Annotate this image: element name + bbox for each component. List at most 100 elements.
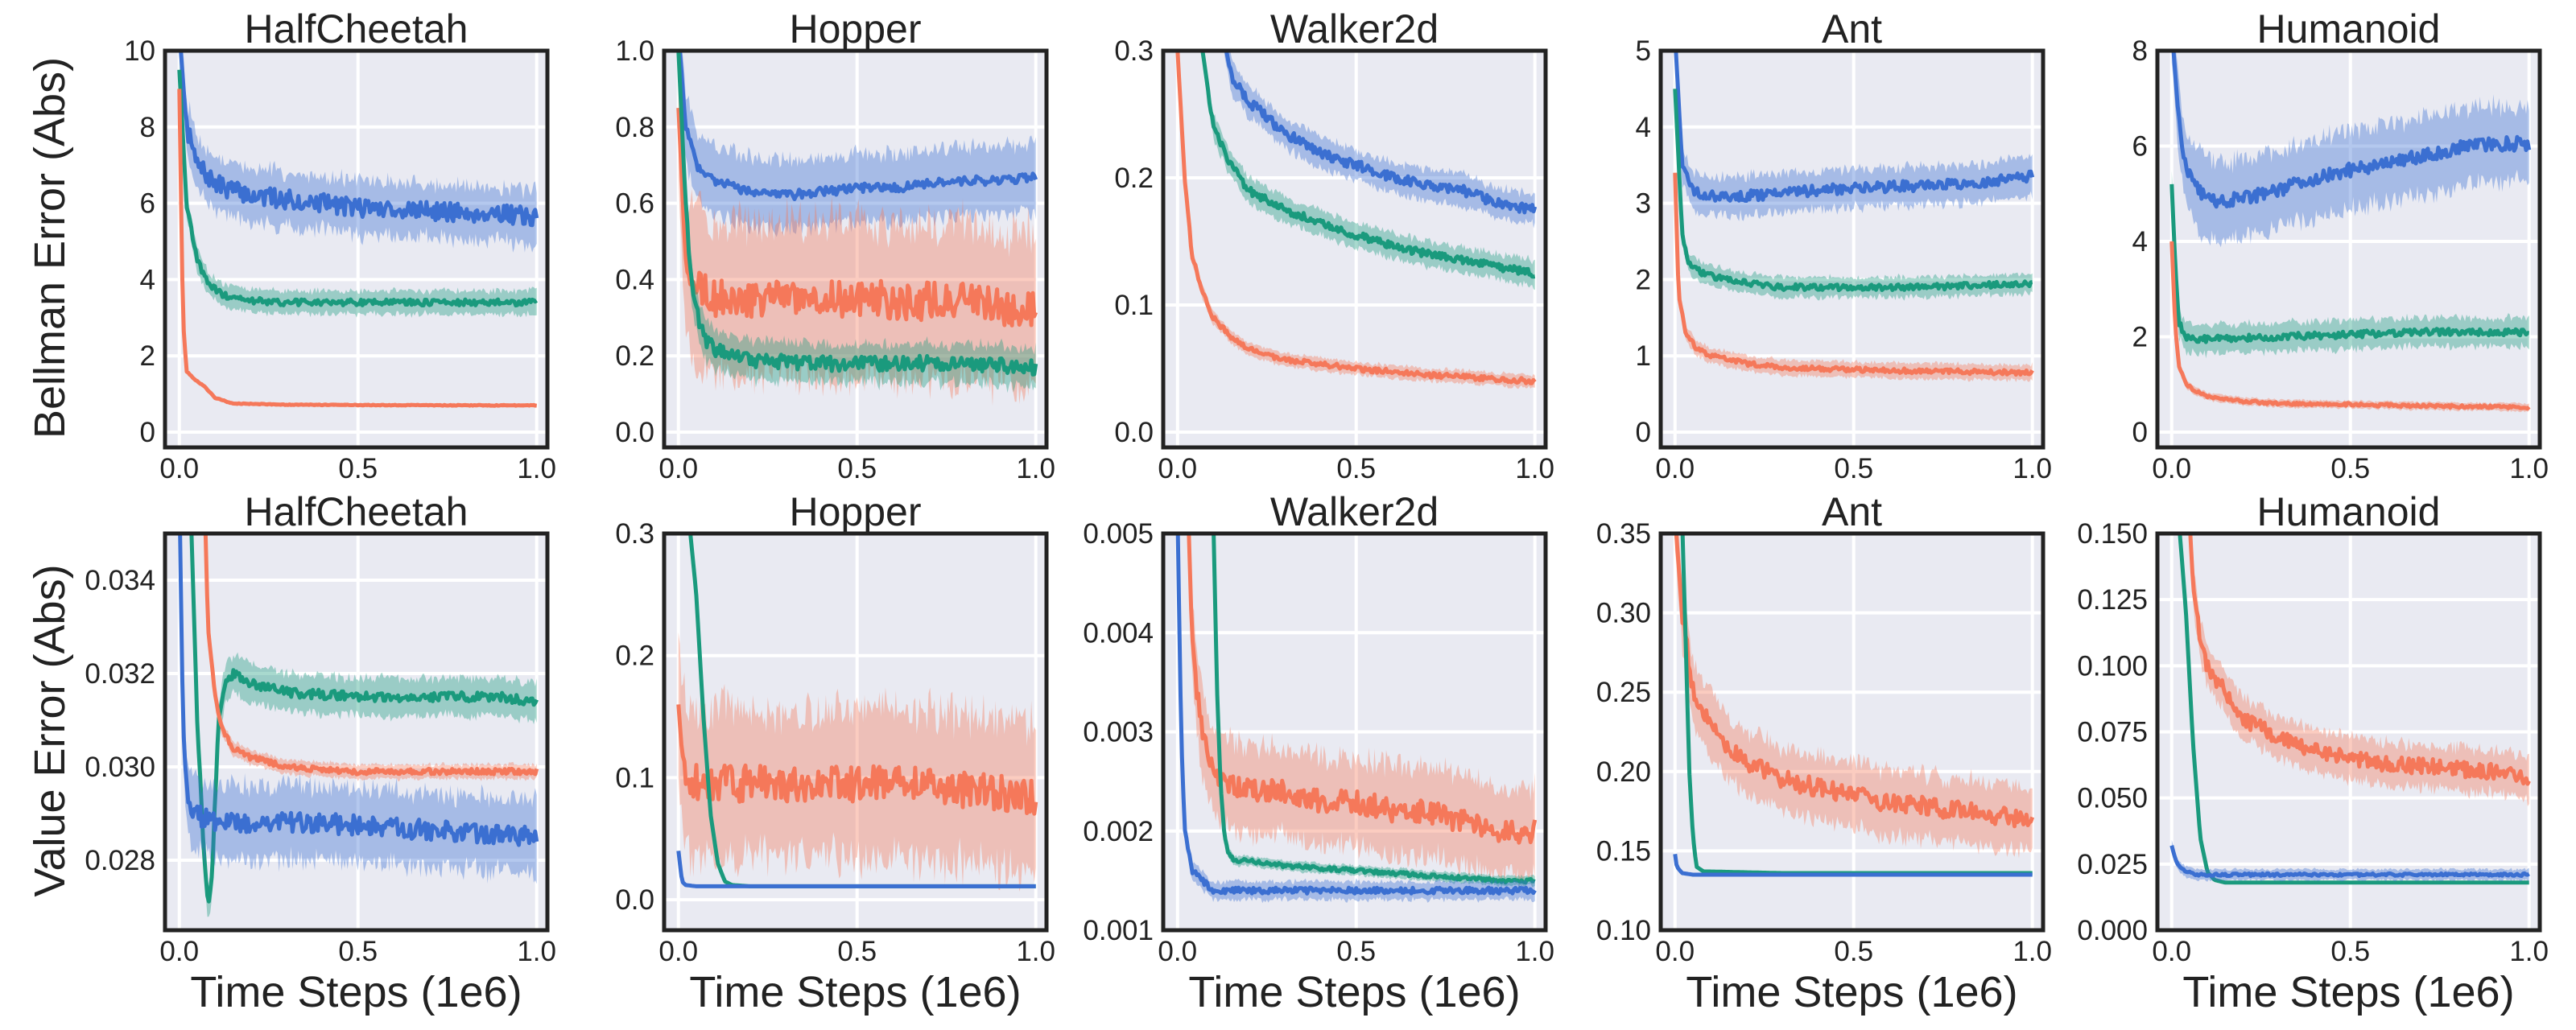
y-tick-label: 0.028	[85, 845, 155, 876]
y-tick-label: 0.35	[1596, 518, 1651, 550]
y-tick-label: 0.2	[615, 641, 654, 672]
plot-series	[676, 51, 1038, 406]
x-tick-label: 0.0	[159, 453, 199, 484]
series-orange-band	[1674, 165, 2033, 383]
y-tick-label: 0.000	[2077, 915, 2148, 946]
subplot-title: Ant	[1822, 489, 1882, 534]
y-tick-label: 0.0	[615, 884, 654, 916]
x-tick-label: 0.0	[1158, 453, 1197, 484]
plot-series	[2169, 51, 2532, 413]
subplot-hopper-row-1: 0.0 0.1 0.2 0.3 0.0 0.5 1.0 Hopper Time Steps (1…	[615, 489, 1055, 1016]
series-blue-line	[178, 534, 539, 847]
x-tick-label: 0.0	[1655, 936, 1695, 967]
series-orange-band	[678, 51, 1036, 406]
series-teal-line	[2169, 183, 2530, 344]
series-orange-line	[203, 534, 539, 777]
x-axis-label: Time Steps (1e6)	[190, 968, 522, 1016]
x-tick-label: 0.0	[1655, 453, 1695, 484]
series-orange-band	[1188, 534, 1535, 890]
x-tick-label: 0.0	[2152, 936, 2191, 967]
y-tick-label: 0.001	[1083, 915, 1154, 946]
x-tick-label: 0.0	[2152, 453, 2191, 484]
y-tick-label: 0.6	[615, 188, 654, 220]
y-tick-label: 0.050	[2077, 783, 2148, 814]
plot-series	[2169, 534, 2531, 885]
x-tick-label: 0.5	[338, 453, 378, 484]
subplot-title: Ant	[1822, 6, 1882, 52]
y-tick-label: 2	[140, 340, 155, 372]
plot-frame	[662, 531, 1049, 933]
subplot-title: Humanoid	[2257, 6, 2441, 52]
series-orange-line	[2188, 534, 2531, 786]
y-tick-label: 0.20	[1596, 756, 1651, 788]
plot-area	[1661, 51, 2043, 447]
series-orange-line	[177, 89, 538, 408]
series-orange-line	[1175, 51, 1537, 385]
plot-series	[1175, 51, 1538, 389]
y-tick-label: 0.025	[2077, 849, 2148, 880]
x-tick-label: 0.0	[159, 936, 199, 967]
x-tick-label: 0.5	[2330, 453, 2370, 484]
x-tick-label: 1.0	[517, 936, 556, 967]
y-tick-label: 0.002	[1083, 816, 1154, 847]
subplot-title: Walker2d	[1270, 489, 1439, 534]
y-tick-label: 0.032	[85, 658, 155, 690]
x-tick-label: 0.5	[837, 936, 877, 967]
subplot-title: Walker2d	[1270, 6, 1439, 52]
y-tick-label: 0.034	[85, 565, 155, 596]
subplot-title: HalfCheetah	[245, 489, 469, 534]
y-tick-label: 0.2	[615, 340, 654, 372]
plot-frame	[163, 531, 550, 933]
subplot-title: Humanoid	[2257, 489, 2441, 534]
x-axis-label: Time Steps (1e6)	[2182, 968, 2514, 1016]
y-tick-label: 8	[2132, 35, 2148, 67]
plot-series	[178, 534, 539, 917]
y-tick-label: 4	[140, 264, 155, 295]
y-tick-label: 0.8	[615, 112, 654, 143]
subplot-humanoid-row-0: 0 2 4 6 8 0.0 0.5 1.0 Humanoid	[2132, 6, 2549, 484]
plot-area	[664, 534, 1046, 930]
y-tick-label: 0.0	[615, 417, 654, 448]
y-tick-label: 0.0	[1114, 417, 1154, 448]
series-orange-line	[2169, 241, 2531, 411]
x-tick-label: 0.0	[658, 453, 698, 484]
subplot-title: HalfCheetah	[245, 6, 469, 52]
series-blue-line	[676, 851, 1037, 888]
subplot-halfcheetah-row-1: 0.028 0.030 0.032 0.034 0.0 0.5 1.0 HalfCheetah…	[85, 489, 556, 1016]
series-teal-band	[1674, 79, 2033, 301]
row-0-y-label: Bellman Error (Abs)	[26, 57, 74, 439]
y-tick-label: 0	[1636, 417, 1651, 448]
series-blue-line	[1674, 51, 2035, 203]
subplot-ant-row-0: 0 1 2 3 4 5 0.0 0.5 1.0 Ant	[1636, 6, 2052, 484]
y-tick-label: 8	[140, 112, 155, 143]
x-tick-label: 0.0	[1158, 936, 1197, 967]
x-tick-label: 0.0	[658, 936, 698, 967]
plot-area	[664, 51, 1046, 447]
y-tick-label: 2	[1636, 264, 1651, 295]
plot-frame	[1658, 531, 2046, 933]
x-tick-label: 1.0	[1016, 453, 1055, 484]
series-orange-band	[678, 632, 1036, 892]
series-blue-line	[2169, 845, 2530, 879]
y-tick-label: 0.075	[2077, 717, 2148, 748]
series-teal-line	[1673, 89, 2033, 293]
x-tick-label: 1.0	[1016, 936, 1055, 967]
plot-series	[676, 534, 1038, 892]
plot-frame	[2155, 48, 2542, 450]
plot-frame	[1161, 531, 1548, 933]
y-tick-label: 4	[2132, 226, 2148, 258]
series-blue-line	[678, 51, 1038, 201]
subplot-walker2d-row-0: 0.0 0.1 0.2 0.3 0.0 0.5 1.0 Walker2d	[1114, 6, 1554, 484]
x-tick-label: 1.0	[517, 453, 556, 484]
series-blue-line	[1673, 853, 2033, 877]
y-tick-label: 6	[140, 188, 155, 220]
y-tick-label: 0.004	[1083, 617, 1154, 649]
series-blue-band	[179, 534, 537, 884]
series-teal-line	[189, 534, 539, 904]
subplot-hopper-row-0: 0.0 0.2 0.4 0.6 0.8 1.0 0.0 0.5 1.0 Hopper	[615, 6, 1055, 484]
plot-area	[165, 534, 547, 930]
y-tick-label: 0.030	[85, 752, 155, 783]
x-tick-label: 0.5	[2330, 936, 2370, 967]
series-blue-band	[2171, 839, 2529, 882]
y-tick-label: 0.125	[2077, 584, 2148, 616]
